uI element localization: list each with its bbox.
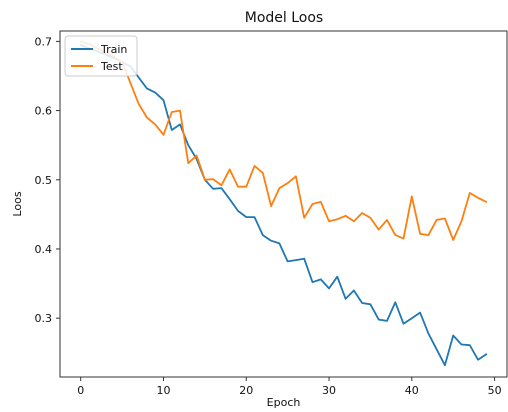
y-tick-label: 0.5 bbox=[35, 174, 53, 187]
y-tick-label: 0.4 bbox=[35, 243, 53, 256]
y-tick-label: 0.7 bbox=[35, 35, 53, 48]
y-axis-ticks: 0.3 0.4 0.5 0.6 0.7 bbox=[35, 35, 60, 325]
x-tick-label: 20 bbox=[239, 384, 253, 397]
y-tick-label: 0.6 bbox=[35, 105, 53, 118]
plot-frame bbox=[59, 30, 508, 378]
x-axis-label: Epoch bbox=[267, 396, 301, 409]
x-tick-label: 0 bbox=[77, 384, 84, 397]
chart-title: Model Loos bbox=[245, 10, 323, 26]
x-tick-label: 40 bbox=[405, 384, 419, 397]
series-line-train bbox=[79, 43, 488, 367]
plot-area bbox=[79, 40, 488, 367]
legend: Train Test bbox=[64, 35, 138, 77]
legend-label-test: Test bbox=[100, 60, 123, 73]
y-tick-label: 0.3 bbox=[35, 312, 53, 325]
x-tick-label: 50 bbox=[488, 384, 502, 397]
series-line-test bbox=[79, 40, 488, 241]
x-tick-label: 10 bbox=[156, 384, 170, 397]
x-tick-label: 30 bbox=[322, 384, 336, 397]
x-axis-ticks: 0 10 20 30 40 50 bbox=[77, 377, 502, 397]
y-axis-label: Loos bbox=[11, 191, 24, 216]
legend-label-train: Train bbox=[100, 43, 127, 56]
